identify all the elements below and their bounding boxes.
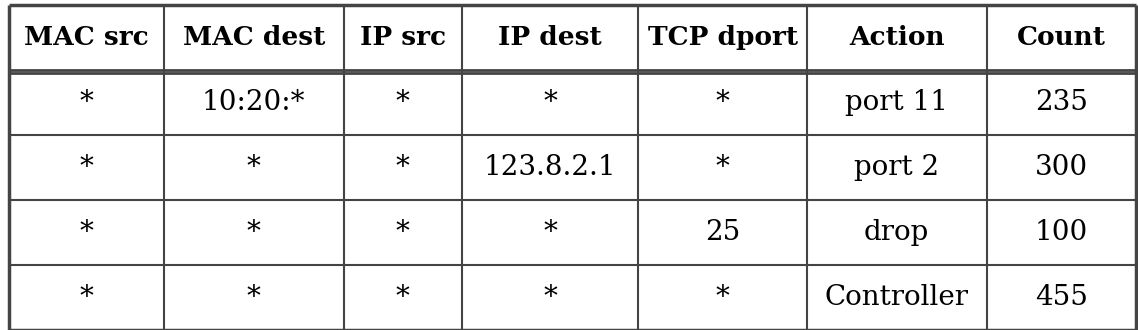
Text: *: *	[80, 154, 93, 181]
Text: *: *	[716, 284, 729, 311]
Text: 300: 300	[1034, 154, 1088, 181]
Text: *: *	[543, 284, 558, 311]
Text: IP src: IP src	[360, 25, 446, 50]
Text: port 11: port 11	[846, 89, 948, 116]
Text: *: *	[80, 219, 93, 246]
Text: *: *	[247, 219, 261, 246]
Text: *: *	[80, 284, 93, 311]
Text: Action: Action	[849, 25, 945, 50]
Text: IP dest: IP dest	[498, 25, 602, 50]
Text: *: *	[396, 154, 410, 181]
Text: *: *	[396, 89, 410, 116]
Text: *: *	[247, 154, 261, 181]
Text: Count: Count	[1016, 25, 1106, 50]
Text: *: *	[716, 154, 729, 181]
Text: *: *	[247, 284, 261, 311]
Text: 25: 25	[706, 219, 740, 246]
Text: 235: 235	[1034, 89, 1088, 116]
Text: MAC dest: MAC dest	[182, 25, 325, 50]
Text: *: *	[396, 219, 410, 246]
Text: 100: 100	[1034, 219, 1088, 246]
Text: 10:20:*: 10:20:*	[203, 89, 305, 116]
Text: TCP dport: TCP dport	[648, 25, 798, 50]
Text: port 2: port 2	[855, 154, 939, 181]
Text: *: *	[543, 219, 558, 246]
Text: *: *	[80, 89, 93, 116]
Text: 455: 455	[1034, 284, 1088, 311]
Text: *: *	[543, 89, 558, 116]
Text: *: *	[396, 284, 410, 311]
Text: Controller: Controller	[825, 284, 968, 311]
Text: drop: drop	[864, 219, 930, 246]
Text: 123.8.2.1: 123.8.2.1	[484, 154, 617, 181]
Text: *: *	[716, 89, 729, 116]
Text: MAC src: MAC src	[24, 25, 149, 50]
